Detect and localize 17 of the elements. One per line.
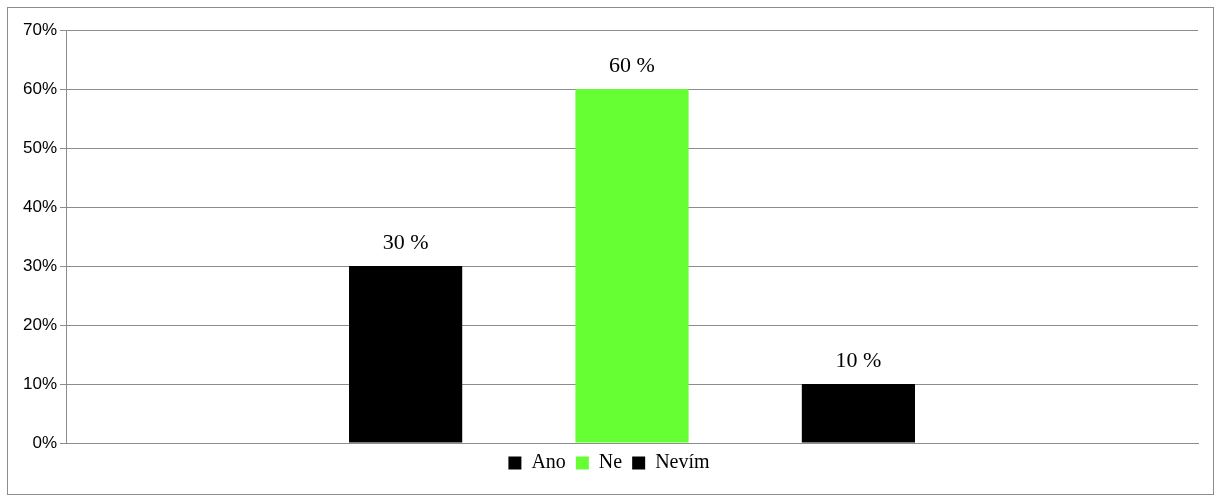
y-tick-label: 0%	[32, 432, 58, 452]
y-tick-label: 40%	[22, 196, 58, 216]
y-tick-label: 70%	[22, 19, 58, 39]
legend-label: Nevím	[655, 450, 711, 473]
y-tick-label: 10%	[22, 373, 58, 393]
legend-label: Ano	[531, 450, 566, 473]
data-label: 30 %	[382, 228, 429, 254]
data-label: 10 %	[835, 346, 882, 372]
y-tick-label: 20%	[22, 314, 58, 334]
bar	[349, 266, 463, 443]
bar	[801, 384, 916, 443]
legend-label: Ne	[598, 450, 623, 473]
bar	[575, 89, 689, 443]
y-tick-label: 60%	[22, 78, 58, 98]
y-tick-label: 30%	[22, 255, 58, 275]
y-tick-label: 50%	[22, 137, 58, 157]
data-label: 60 %	[609, 51, 655, 77]
